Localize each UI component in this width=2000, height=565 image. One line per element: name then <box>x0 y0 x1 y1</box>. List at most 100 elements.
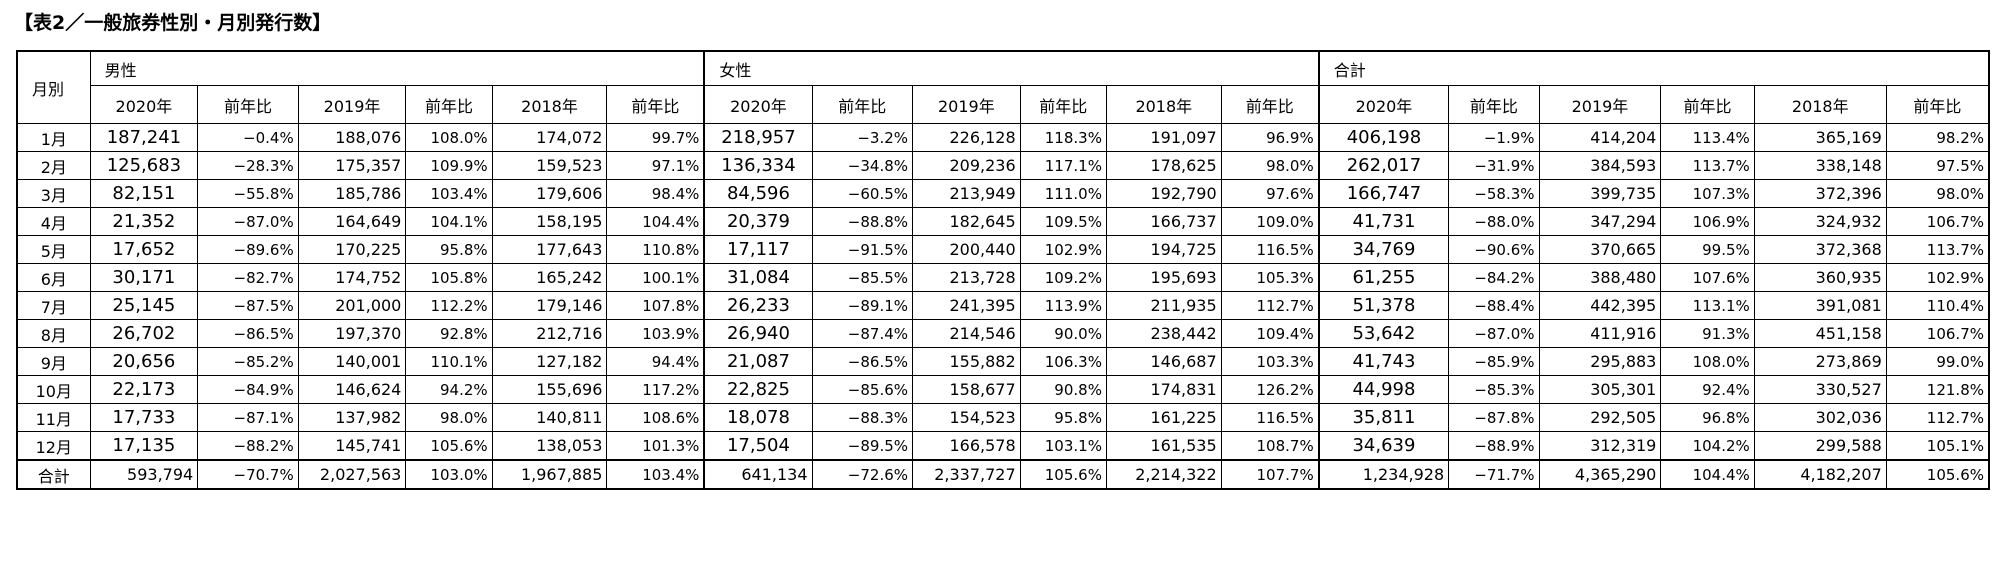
count-cell: 399,735 <box>1538 179 1662 208</box>
ratio-cell: 112.7% <box>1885 403 1990 432</box>
ratio-cell: 104.2% <box>1660 431 1755 461</box>
ratio-cell: −72.6% <box>811 459 914 490</box>
count-cell: 182,645 <box>912 207 1021 236</box>
ratio-cell: −85.3% <box>1448 375 1540 404</box>
ratio-cell: 98.0% <box>1885 179 1990 208</box>
ratio-cell: 106.3% <box>1019 347 1107 376</box>
month-cell: 10月 <box>16 375 91 404</box>
count-cell: 194,725 <box>1105 235 1222 264</box>
ratio-cell: −84.9% <box>197 375 299 404</box>
ratio-cell: −70.7% <box>197 459 299 490</box>
ratio-cell: 116.5% <box>1220 235 1320 264</box>
count-cell: 195,693 <box>1105 263 1222 292</box>
count-cell: 166,578 <box>912 431 1021 461</box>
ratio-cell: 109.9% <box>405 151 493 180</box>
ratio-cell: 117.2% <box>606 375 705 404</box>
ratio-cell: −34.8% <box>811 151 914 180</box>
count-cell: 127,182 <box>491 347 608 376</box>
ratio-cell: 92.4% <box>1660 375 1755 404</box>
group-header-female: 女性 <box>703 50 1320 86</box>
ratio-cell: 113.9% <box>1019 291 1107 320</box>
ratio-cell: 102.9% <box>1019 235 1107 264</box>
month-cell: 8月 <box>16 319 91 348</box>
ratio-cell: 94.4% <box>606 347 705 376</box>
count-cell: 411,916 <box>1538 319 1662 348</box>
column-header-male-1: 前年比 <box>197 85 299 124</box>
ratio-cell: 100.1% <box>606 263 705 292</box>
ratio-cell: 103.4% <box>405 179 493 208</box>
ratio-cell: −87.5% <box>197 291 299 320</box>
ratio-cell: 98.0% <box>1220 151 1320 180</box>
ratio-cell: 113.7% <box>1885 235 1990 264</box>
ratio-cell: 104.4% <box>1660 459 1755 490</box>
count-cell: 145,741 <box>297 431 407 461</box>
count-cell: 388,480 <box>1538 263 1662 292</box>
ratio-cell: 96.9% <box>1220 123 1320 152</box>
count-cell: 302,036 <box>1753 403 1887 432</box>
count-cell: 330,527 <box>1753 375 1887 404</box>
count-cell: 159,523 <box>491 151 608 180</box>
column-header-female-2: 2019年 <box>912 85 1021 124</box>
count-cell: 155,882 <box>912 347 1021 376</box>
ratio-cell: 107.8% <box>606 291 705 320</box>
table-row: 10月 22,173 −84.9% 146,624 94.2% 155,696 117.2%… <box>16 375 1990 404</box>
ratio-cell: 111.0% <box>1019 179 1107 208</box>
ratio-cell: −85.6% <box>811 375 914 404</box>
ratio-cell: −90.6% <box>1448 235 1540 264</box>
count-cell: 161,535 <box>1105 431 1222 461</box>
ratio-cell: 103.9% <box>606 319 705 348</box>
month-cell: 合計 <box>16 459 91 490</box>
count-cell: 26,233 <box>703 291 813 320</box>
count-cell: 84,596 <box>703 179 813 208</box>
count-cell: 262,017 <box>1317 151 1450 180</box>
column-header-total-0: 2020年 <box>1317 85 1450 124</box>
count-cell: 41,731 <box>1317 207 1450 236</box>
month-cell: 2月 <box>16 151 91 180</box>
ratio-cell: −87.0% <box>197 207 299 236</box>
count-cell: 178,625 <box>1105 151 1222 180</box>
count-cell: 158,677 <box>912 375 1021 404</box>
ratio-cell: 105.6% <box>1019 459 1107 490</box>
count-cell: 295,883 <box>1538 347 1662 376</box>
ratio-cell: 98.2% <box>1885 123 1990 152</box>
ratio-cell: −85.5% <box>811 263 914 292</box>
count-cell: 35,811 <box>1317 403 1450 432</box>
count-cell: 360,935 <box>1753 263 1887 292</box>
ratio-cell: 110.1% <box>405 347 493 376</box>
count-cell: 41,743 <box>1317 347 1450 376</box>
ratio-cell: 113.1% <box>1660 291 1755 320</box>
count-cell: 140,811 <box>491 403 608 432</box>
ratio-cell: 91.3% <box>1660 319 1755 348</box>
ratio-cell: −89.5% <box>811 431 914 461</box>
ratio-cell: 107.6% <box>1660 263 1755 292</box>
count-cell: 641,134 <box>703 459 813 490</box>
ratio-cell: 108.0% <box>1660 347 1755 376</box>
month-cell: 7月 <box>16 291 91 320</box>
column-header-female-5: 前年比 <box>1220 85 1320 124</box>
ratio-cell: 103.1% <box>1019 431 1107 461</box>
month-cell: 1月 <box>16 123 91 152</box>
count-cell: 214,546 <box>912 319 1021 348</box>
table-row: 9月 20,656 −85.2% 140,001 110.1% 127,182 94.4% 2… <box>16 347 1990 376</box>
column-header-male-0: 2020年 <box>89 85 199 124</box>
ratio-cell: −87.1% <box>197 403 299 432</box>
count-cell: 238,442 <box>1105 319 1222 348</box>
ratio-cell: 104.4% <box>606 207 705 236</box>
count-cell: 125,683 <box>89 151 199 180</box>
count-cell: 164,649 <box>297 207 407 236</box>
count-cell: 179,606 <box>491 179 608 208</box>
count-cell: 136,334 <box>703 151 813 180</box>
ratio-cell: 108.0% <box>405 123 493 152</box>
ratio-cell: 108.6% <box>606 403 705 432</box>
ratio-cell: 110.4% <box>1885 291 1990 320</box>
ratio-cell: 98.0% <box>405 403 493 432</box>
ratio-cell: −86.5% <box>197 319 299 348</box>
column-header-female-1: 前年比 <box>811 85 914 124</box>
ratio-cell: −3.2% <box>811 123 914 152</box>
month-column-header: 月別 <box>16 50 91 124</box>
count-cell: 299,588 <box>1753 431 1887 461</box>
ratio-cell: −88.9% <box>1448 431 1540 461</box>
count-cell: 338,148 <box>1753 151 1887 180</box>
count-cell: 372,368 <box>1753 235 1887 264</box>
count-cell: 384,593 <box>1538 151 1662 180</box>
